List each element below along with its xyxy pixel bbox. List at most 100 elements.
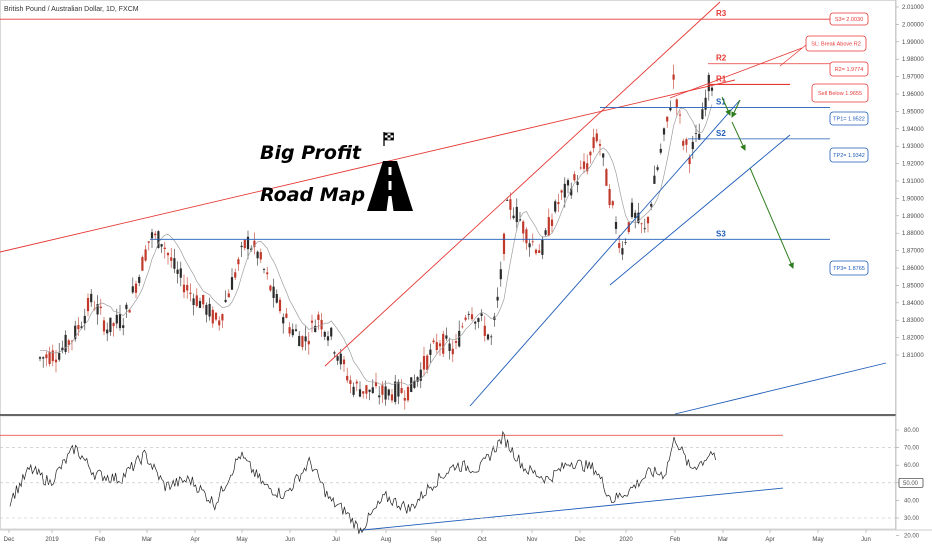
price-tick-label: 1.94000 [902,127,924,133]
candle-body [694,133,698,135]
candle-body [45,354,48,359]
candle-body [131,286,134,293]
candle-body [272,286,275,299]
candle-body [557,202,560,205]
callout-label-tp1: TP1= 1.9522 [833,117,865,123]
candle-body [141,257,144,271]
candle-body [275,294,278,303]
target-arrow [749,167,794,269]
candle-body [195,295,198,306]
candle-body [170,257,173,261]
candle-body [173,258,176,269]
candle-body [445,335,448,339]
candle-body [186,285,189,291]
candle-body [122,325,125,328]
rsi-value-label: 50.00 [903,481,919,487]
candle-body [218,320,221,326]
candle-body [189,292,192,294]
ma-line [40,104,713,386]
candle-body [202,295,205,305]
candle-body [118,314,122,329]
candle-body [477,318,480,322]
callout-boxes: S3= 2.0030 SL: Break Above R2 R2= 1.9774 Se… [779,12,869,276]
candle-body [688,157,691,165]
rsi-tick-label: 40.00 [904,498,920,504]
candle-body [627,222,630,233]
price-tick-label: 1.96000 [902,92,924,98]
candle-body [621,248,624,255]
candle-body [579,167,582,169]
candles [38,64,714,410]
candle-body [698,133,701,140]
callout-label-sell: Sell Below 1.9655 [818,91,862,97]
candle-body [266,272,269,275]
candle-body [182,284,186,293]
rsi-tick-label: 20.00 [904,534,920,540]
candle-body [643,228,646,230]
candle-body [384,386,387,400]
rsi-value-badge [898,477,924,488]
candle-body [429,349,432,355]
candle-body [147,241,150,243]
candle-body [205,304,208,315]
time-tick-label: Mar [718,537,728,543]
candle-body [67,340,70,345]
candle-body [653,175,656,184]
candle-body [464,317,467,320]
target-arrow [721,96,731,116]
candle-body [310,320,314,323]
candle-body [637,212,640,224]
candle-body [96,304,99,315]
headline-line1: Big Profit [260,142,362,164]
candle-body [262,269,266,270]
candle-body [269,285,272,291]
candle-body [314,325,317,333]
candle-body [51,350,54,362]
candle-body [256,251,259,259]
candle-body [640,223,643,225]
candle-body [422,356,426,370]
candle-body [502,233,506,254]
candle-body [474,321,477,324]
candle-body [112,323,115,327]
candle-body [685,139,688,145]
candle-body [550,219,554,226]
candle-body [90,293,93,303]
time-tick-label: Feb [95,537,106,543]
time-tick-label: Oct [477,537,487,543]
candle-body [480,313,483,316]
candle-body [589,151,592,156]
candle-body [509,199,512,210]
candle-body [208,303,211,317]
candle-body [442,333,445,354]
moving-average [40,104,713,386]
candle-body [483,325,486,336]
rsi-pane-frame [0,415,896,530]
price-tick-label: 1.84000 [902,301,924,307]
candle-body [390,394,394,401]
candle-body [150,232,154,239]
candle-body [563,183,566,198]
candle-body [413,380,416,388]
candle-body [432,340,435,343]
candle-body [144,249,147,261]
candle-body [467,314,470,315]
candle-body [659,148,662,153]
chart-title: British Pound / Australian Dollar, 1D, F… [4,6,139,13]
candle-body [554,201,557,212]
candle-body [77,325,80,330]
candle-body [605,169,608,186]
candle-body [74,325,77,340]
candle-body [602,153,605,158]
candle-body [470,314,474,320]
candle-body [234,272,237,278]
candle-body [525,229,528,244]
candle-body [528,243,531,248]
rsi-tick-label: 70.00 [904,446,920,452]
candle-body [243,239,246,249]
price-tick-label: 1.85000 [902,283,924,289]
candle-body [438,343,442,347]
candle-body [298,335,301,347]
